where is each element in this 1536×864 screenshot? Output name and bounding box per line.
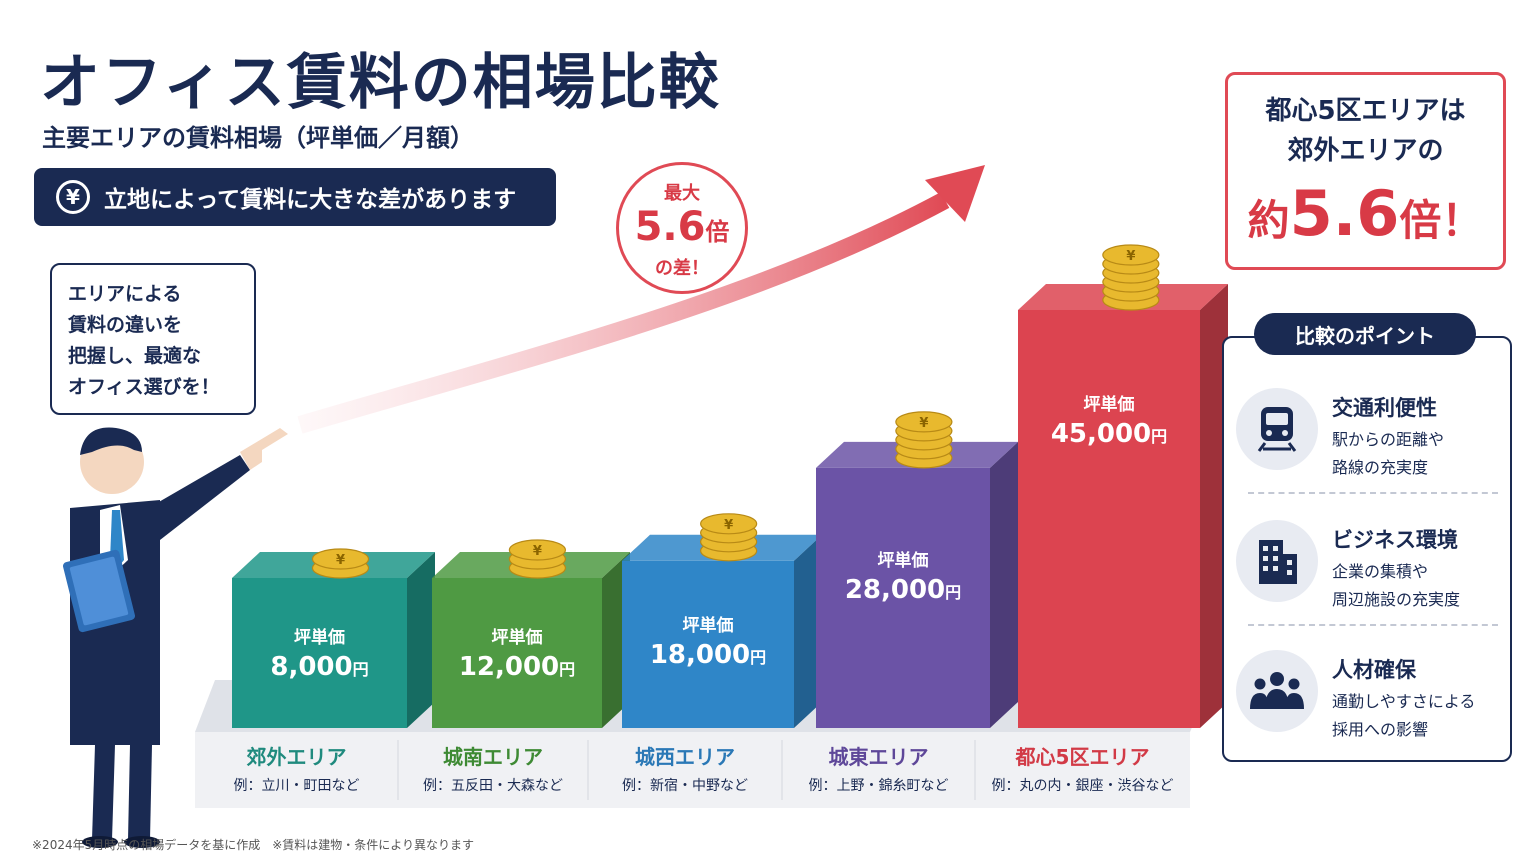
coin-yen-symbol: ¥ bbox=[1126, 249, 1135, 264]
bar: ¥ 坪単価 18,000円 bbox=[622, 513, 822, 728]
label-band bbox=[195, 732, 1190, 808]
banner-text: 立地によって賃料に大きな差があります bbox=[104, 187, 517, 213]
category-example: 例：新宿・中野など bbox=[622, 777, 748, 794]
bar-value-label: 18,000円 bbox=[650, 640, 766, 670]
bar-value-caption: 坪単価 bbox=[683, 615, 734, 636]
highlight-line2: 郊外エリアの bbox=[1287, 136, 1444, 166]
coin bbox=[1102, 244, 1160, 266]
category-example: 例：丸の内・銀座・渋谷など bbox=[992, 778, 1174, 794]
bar-value-caption: 坪単価 bbox=[492, 627, 543, 648]
growth-arrow bbox=[297, 192, 950, 434]
point-title: 交通利便性 bbox=[1332, 396, 1437, 420]
coin bbox=[700, 513, 758, 535]
coin-yen-symbol: ¥ bbox=[919, 416, 928, 431]
highlight-prefix: 約 bbox=[1247, 196, 1290, 245]
coin-yen-symbol: ¥ bbox=[533, 544, 542, 559]
bar: ¥ 坪単価 28,000円 bbox=[816, 411, 1018, 728]
businessman-illustration bbox=[63, 427, 288, 848]
category-label: 郊外エリア bbox=[247, 745, 347, 769]
highlight-line1: 都心5区エリアは bbox=[1265, 96, 1466, 126]
bar-value-label: 28,000円 bbox=[845, 575, 961, 605]
info-banner: ¥ 立地によって賃料に大きな差があります bbox=[34, 168, 556, 226]
points-header: 比較のポイント bbox=[1254, 313, 1476, 355]
bar: ¥ 坪単価 12,000円 bbox=[432, 539, 630, 728]
highlight-suffix: 倍！ bbox=[1399, 196, 1484, 245]
point-desc: 企業の集積や bbox=[1332, 562, 1429, 581]
coin-yen-symbol: ¥ bbox=[336, 553, 345, 568]
footnote: ※2024年5月時点の相場データを基に作成 ※賃料は建物・条件により異なります bbox=[32, 838, 475, 852]
speech-line: エリアによる bbox=[68, 283, 182, 305]
callout-value: 5.6 bbox=[634, 204, 706, 250]
train-icon bbox=[1236, 388, 1318, 470]
max-difference-callout: 最大 5.6倍 の差！ bbox=[616, 162, 748, 294]
category-example: 例：五反田・大森など bbox=[423, 778, 563, 794]
coin bbox=[895, 411, 953, 433]
coin-yen-symbol: ¥ bbox=[724, 518, 733, 533]
category-label: 城西エリア bbox=[635, 745, 735, 769]
category-example: 例：立川・町田など bbox=[234, 778, 360, 794]
point-title: 人材確保 bbox=[1332, 658, 1416, 682]
page-title: オフィス賃料の相場比較 bbox=[40, 48, 721, 118]
growth-arrow-head bbox=[925, 165, 985, 222]
ratio-highlight-box: 都心5区エリアは 郊外エリアの 約5.6倍！ bbox=[1225, 72, 1506, 270]
comparison-points-panel: 交通利便性 駅からの距離や 路線の充実度 ビジネス環境 企業の集積や周辺施設の充実… bbox=[1222, 336, 1512, 762]
point-desc: 駅からの距離や bbox=[1332, 430, 1445, 449]
bar-value-caption: 坪単価 bbox=[1084, 394, 1135, 415]
point-desc: 周辺施設の充実度 bbox=[1332, 590, 1461, 609]
people-icon bbox=[1236, 650, 1318, 732]
speech-bubble: エリアによる 賃料の違いを 把握し、最適な オフィス選びを！ bbox=[50, 263, 256, 415]
page-subtitle: 主要エリアの賃料相場（坪単価／月額） bbox=[42, 124, 474, 152]
category-label: 城東エリア bbox=[829, 745, 929, 769]
point-title: ビジネス環境 bbox=[1332, 528, 1458, 552]
bar-value-label: 8,000円 bbox=[270, 652, 368, 682]
building-icon bbox=[1236, 520, 1318, 602]
speech-line: 賃料の違いを bbox=[68, 314, 183, 336]
point-desc: 通勤しやすさによる bbox=[1332, 692, 1476, 711]
divider bbox=[1248, 624, 1498, 626]
category-label: 都心5区エリア bbox=[1015, 745, 1150, 769]
speech-line: オフィス選びを！ bbox=[68, 376, 220, 398]
point-item-transport: 交通利便性 駅からの距離や 路線の充実度 bbox=[1236, 376, 1502, 496]
bar: ¥ 坪単価 45,000円 bbox=[1018, 244, 1228, 728]
bar-value-caption: 坪単価 bbox=[878, 550, 929, 571]
divider bbox=[1248, 492, 1498, 494]
point-desc: 採用への影響 bbox=[1332, 720, 1429, 739]
yen-icon: ¥ bbox=[56, 180, 90, 214]
bar-value-caption: 坪単価 bbox=[294, 627, 345, 648]
bar-value-label: 12,000円 bbox=[459, 652, 575, 682]
category-label: 城南エリア bbox=[443, 745, 543, 769]
point-item-talent: 人材確保 通勤しやすさによる 採用への影響 bbox=[1236, 638, 1502, 758]
point-desc: 路線の充実度 bbox=[1332, 458, 1429, 477]
highlight-value: 5.6 bbox=[1289, 177, 1400, 250]
speech-line: 把握し、最適な bbox=[68, 345, 202, 367]
coin bbox=[508, 539, 567, 561]
category-example: 例：上野・錦糸町など bbox=[809, 777, 949, 794]
bar: ¥ 坪単価 8,000円 bbox=[232, 548, 435, 728]
callout-unit: 倍 bbox=[705, 218, 730, 246]
point-item-business: ビジネス環境 企業の集積や周辺施設の充実度 bbox=[1236, 508, 1502, 628]
coin bbox=[311, 548, 370, 570]
callout-line3: の差！ bbox=[655, 258, 709, 279]
bar-value-label: 45,000円 bbox=[1051, 419, 1167, 449]
callout-line1: 最大 bbox=[664, 183, 700, 204]
